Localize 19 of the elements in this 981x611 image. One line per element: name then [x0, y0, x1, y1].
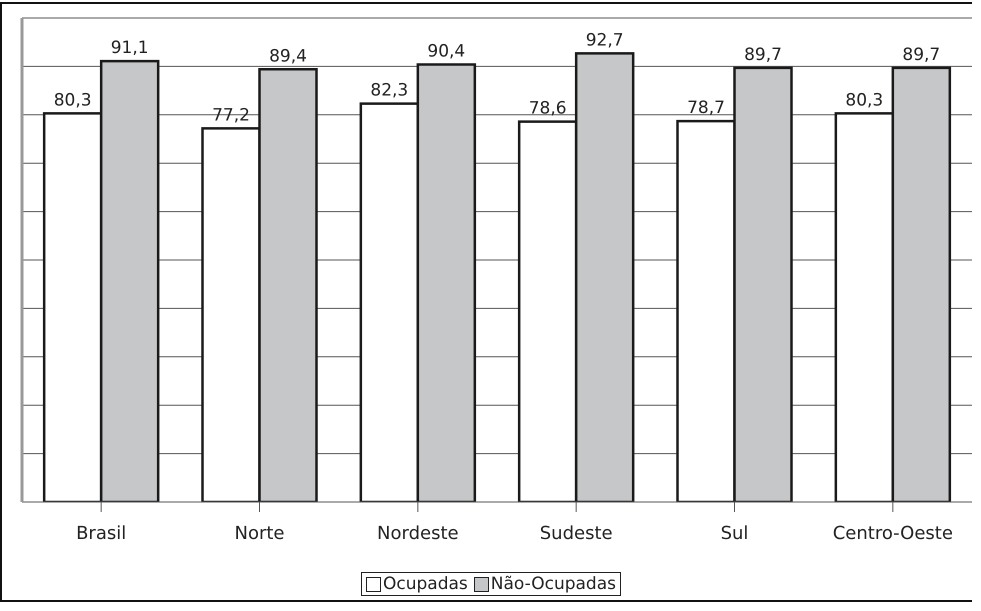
- data-label: 90,4: [427, 41, 466, 62]
- data-label: 92,7: [586, 30, 624, 50]
- data-label: 78,7: [687, 98, 725, 118]
- legend-label: Não-Ocupadas: [490, 574, 616, 594]
- x-tick-label: Norte: [234, 522, 285, 544]
- x-tick-label: Sudeste: [540, 522, 613, 544]
- data-label: 82,3: [370, 80, 408, 101]
- data-label: 91,1: [110, 38, 149, 58]
- x-tick-label: Brasil: [76, 522, 126, 544]
- data-label: 78,6: [528, 98, 567, 119]
- x-tick-label: Nordeste: [377, 522, 459, 544]
- data-label: 80,3: [54, 90, 92, 110]
- data-label: 89,7: [744, 44, 782, 65]
- x-tick-label: Centro-Oeste: [832, 522, 953, 544]
- data-label: 80,3: [845, 90, 884, 110]
- data-label: 89,7: [902, 44, 940, 65]
- legend-label: Ocupadas: [382, 574, 468, 594]
- x-tick-label: Sul: [720, 522, 748, 544]
- data-label: 89,4: [269, 46, 307, 66]
